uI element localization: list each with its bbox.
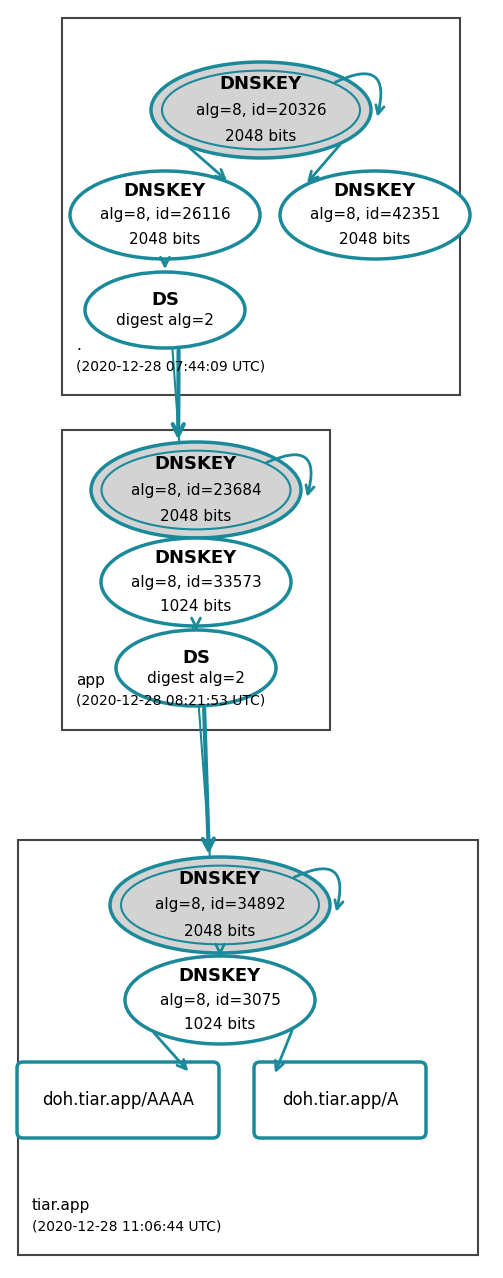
Text: DNSKEY: DNSKEY [334, 181, 416, 199]
Text: alg=8, id=20326: alg=8, id=20326 [196, 102, 326, 118]
FancyArrowPatch shape [294, 869, 343, 909]
FancyBboxPatch shape [17, 1062, 219, 1137]
Text: .: . [76, 337, 81, 353]
Text: alg=8, id=26116: alg=8, id=26116 [100, 207, 230, 222]
Ellipse shape [125, 956, 315, 1044]
Text: 2048 bits: 2048 bits [184, 924, 256, 939]
Ellipse shape [162, 70, 360, 150]
Text: DNSKEY: DNSKEY [179, 869, 261, 888]
Text: app: app [76, 674, 105, 688]
FancyArrowPatch shape [335, 74, 384, 114]
Text: digest alg=2: digest alg=2 [116, 313, 214, 328]
Text: DS: DS [151, 290, 179, 308]
Text: DS: DS [182, 648, 210, 667]
Text: alg=8, id=34892: alg=8, id=34892 [155, 897, 285, 912]
Text: alg=8, id=3075: alg=8, id=3075 [159, 993, 281, 1007]
Ellipse shape [121, 865, 319, 944]
Bar [62, 429, 330, 730]
Ellipse shape [91, 442, 301, 538]
Bar [18, 840, 478, 1255]
Text: 2048 bits: 2048 bits [129, 231, 201, 247]
Text: DNSKEY: DNSKEY [155, 548, 237, 567]
Text: (2020-12-28 11:06:44 UTC): (2020-12-28 11:06:44 UTC) [32, 1219, 221, 1233]
FancyArrowPatch shape [267, 455, 314, 493]
Ellipse shape [85, 272, 245, 348]
Text: doh.tiar.app/AAAA: doh.tiar.app/AAAA [42, 1091, 194, 1109]
Ellipse shape [70, 171, 260, 259]
Text: 2048 bits: 2048 bits [225, 129, 297, 144]
Ellipse shape [280, 171, 470, 259]
Text: DNSKEY: DNSKEY [155, 455, 237, 473]
Text: tiar.app: tiar.app [32, 1197, 91, 1213]
Text: alg=8, id=42351: alg=8, id=42351 [310, 207, 440, 222]
Text: 2048 bits: 2048 bits [160, 509, 232, 524]
Text: 2048 bits: 2048 bits [340, 231, 410, 247]
Text: 1024 bits: 1024 bits [160, 598, 232, 613]
Text: digest alg=2: digest alg=2 [147, 671, 245, 686]
Text: (2020-12-28 08:21:53 UTC): (2020-12-28 08:21:53 UTC) [76, 694, 265, 708]
Text: DNSKEY: DNSKEY [179, 966, 261, 985]
Text: DNSKEY: DNSKEY [220, 74, 302, 92]
Text: alg=8, id=33573: alg=8, id=33573 [131, 575, 262, 589]
Text: doh.tiar.app/A: doh.tiar.app/A [282, 1091, 398, 1109]
FancyBboxPatch shape [254, 1062, 426, 1137]
Ellipse shape [110, 858, 330, 953]
Text: alg=8, id=23684: alg=8, id=23684 [131, 483, 262, 497]
Ellipse shape [101, 538, 291, 626]
Ellipse shape [116, 630, 276, 705]
Text: DNSKEY: DNSKEY [124, 181, 206, 199]
Bar [62, 18, 460, 395]
Ellipse shape [151, 63, 371, 158]
Text: (2020-12-28 07:44:09 UTC): (2020-12-28 07:44:09 UTC) [76, 359, 265, 373]
Ellipse shape [102, 451, 291, 529]
Text: 1024 bits: 1024 bits [184, 1017, 256, 1031]
